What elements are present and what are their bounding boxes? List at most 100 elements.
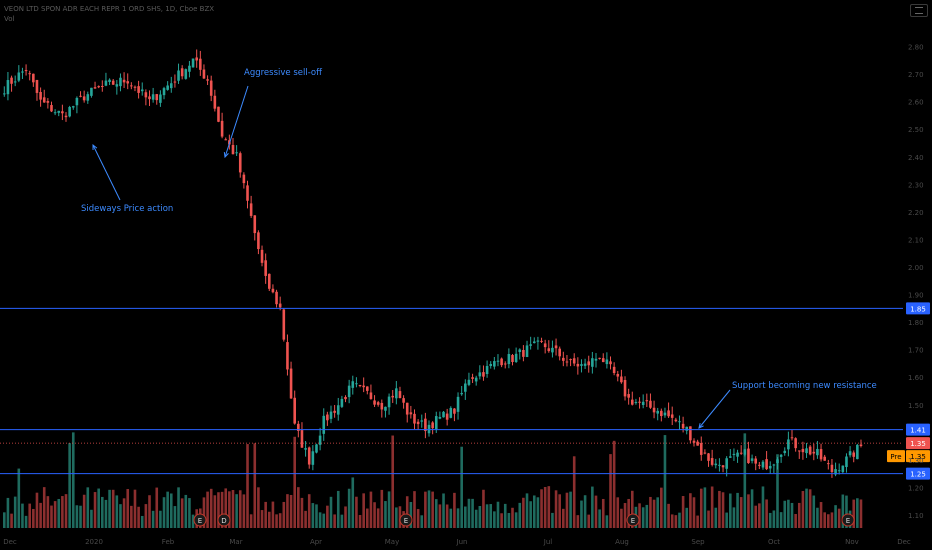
candle-body <box>859 444 863 447</box>
volume-bar <box>68 443 71 528</box>
candle-body <box>485 365 489 375</box>
candle-body <box>790 437 794 439</box>
volume-bar <box>547 486 551 528</box>
candle-body <box>558 348 561 357</box>
volume-bar <box>86 487 90 528</box>
candle-body <box>783 450 787 454</box>
candle-body <box>366 386 369 391</box>
volume-bar <box>155 487 159 528</box>
candle-body <box>670 414 674 418</box>
candle-body <box>703 452 707 454</box>
candle-body <box>725 458 728 469</box>
candle-body <box>184 69 188 79</box>
candle-body <box>758 464 761 466</box>
volume-bar <box>678 512 681 528</box>
volume-bar <box>213 495 217 528</box>
pre-market-tag-label: Pre <box>890 453 901 461</box>
x-tick-label: Feb <box>162 538 175 546</box>
annotation-label: Aggressive sell-off <box>244 68 323 78</box>
volume-bar <box>453 492 456 528</box>
candle-body <box>220 120 224 137</box>
annotation-arrow <box>224 85 249 158</box>
event-marker-label: D <box>221 517 226 525</box>
candle-body <box>217 106 220 122</box>
volume-bar <box>79 505 82 528</box>
candle-body <box>685 426 689 431</box>
candle-body <box>133 86 137 88</box>
volume-bar <box>24 515 28 528</box>
candle-body <box>111 80 115 85</box>
volume-bar <box>562 508 565 528</box>
volume-bar <box>420 515 424 528</box>
candle-body <box>267 273 271 289</box>
volume-bar <box>739 497 743 528</box>
volume-bar <box>670 514 674 528</box>
volume-bar <box>108 489 111 528</box>
candle-body <box>620 376 623 383</box>
volume-bar <box>841 494 845 528</box>
volume-bar <box>761 486 765 528</box>
candle-body <box>249 203 253 216</box>
volume-bar <box>493 511 496 528</box>
candle-body <box>699 443 703 455</box>
volume-bar <box>580 500 583 528</box>
volume-bar <box>845 495 848 528</box>
candle-body <box>612 366 616 374</box>
event-marker-label: E <box>846 517 850 525</box>
volume-bar <box>82 494 86 528</box>
candle-body <box>852 452 856 457</box>
candle-body <box>565 361 569 363</box>
y-tick-label: 2.60 <box>908 99 924 107</box>
candle-body <box>576 363 580 367</box>
volume-bar <box>351 477 355 528</box>
candle-body <box>503 363 507 365</box>
candle-body <box>373 400 376 405</box>
volume-bar <box>300 497 304 528</box>
candle-body <box>732 453 736 455</box>
volume-bar <box>456 508 460 528</box>
volume-bar <box>725 512 728 528</box>
candle-body <box>293 397 296 424</box>
volume-bar <box>115 495 119 528</box>
candle-body <box>663 412 667 416</box>
collapse-icon[interactable] <box>910 4 928 17</box>
candle-body <box>391 395 395 398</box>
volume-bar <box>558 494 561 528</box>
volume-bar <box>696 515 699 528</box>
candle-body <box>721 465 725 468</box>
annotation-label: Sideways Price action <box>81 204 173 214</box>
candle-body <box>768 465 772 469</box>
candle-body <box>467 379 471 385</box>
volume-bar <box>474 509 478 528</box>
level-price-tag <box>906 467 930 480</box>
candle-body <box>289 368 293 399</box>
candle-body <box>474 377 478 382</box>
candle-body <box>591 358 594 367</box>
event-marker <box>217 513 231 527</box>
volume-bar <box>289 494 293 528</box>
candle-body <box>801 448 805 453</box>
volume-bar <box>856 498 859 528</box>
volume-bar <box>797 502 801 528</box>
volume-bar <box>424 491 427 528</box>
volume-bar <box>616 497 620 528</box>
volume-bar <box>282 501 286 528</box>
volume-bar <box>714 507 718 528</box>
volume-bar <box>387 491 391 528</box>
volume-bar <box>391 435 395 528</box>
candle-body <box>543 343 547 348</box>
candle-body <box>329 411 333 419</box>
candle-body <box>827 463 830 465</box>
candle-body <box>340 398 344 407</box>
volume-bar <box>169 493 173 528</box>
volume-bar <box>692 497 696 528</box>
volume-bar <box>500 513 503 528</box>
volume-bar <box>464 506 467 528</box>
volume-bar <box>638 503 641 528</box>
last-price-tag <box>906 437 930 450</box>
volume-bar <box>90 509 93 528</box>
candle-body <box>761 461 765 468</box>
volume-bar <box>17 468 21 528</box>
volume-bar <box>507 513 511 528</box>
